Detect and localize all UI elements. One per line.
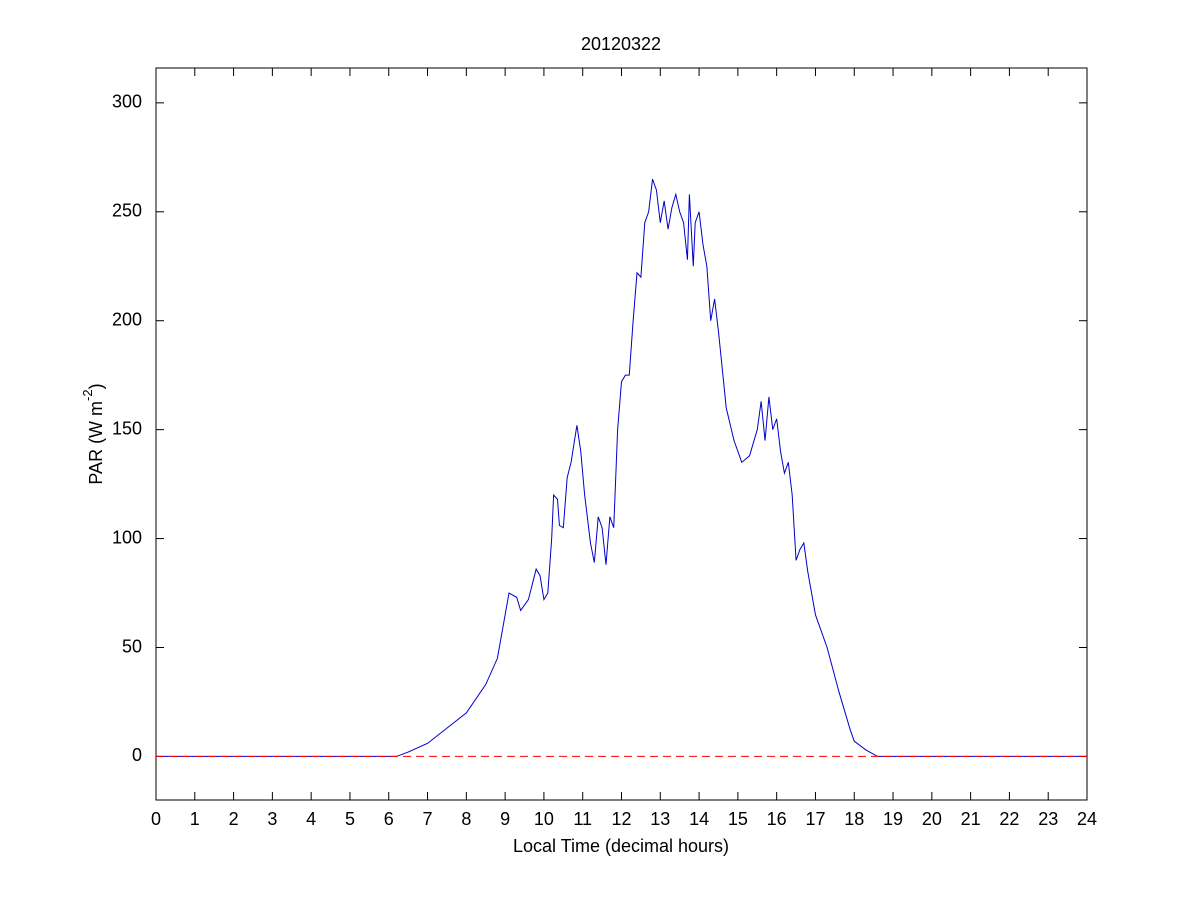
data-line xyxy=(156,178,1087,757)
x-tick-label: 21 xyxy=(961,809,981,829)
x-tick-label: 2 xyxy=(229,809,239,829)
x-tick-label: 6 xyxy=(384,809,394,829)
x-tick-label: 24 xyxy=(1077,809,1097,829)
x-tick-label: 11 xyxy=(573,809,592,829)
chart-title: 20120322 xyxy=(581,34,661,54)
x-tick-label: 7 xyxy=(423,809,433,829)
x-tick-label: 8 xyxy=(461,809,471,829)
x-tick-label: 18 xyxy=(844,809,864,829)
y-tick-label: 200 xyxy=(112,309,142,329)
y-tick-label: 100 xyxy=(112,527,142,547)
y-tick-label: 50 xyxy=(122,636,142,656)
y-tick-label: 250 xyxy=(112,201,142,221)
y-axis-label: PAR (W m-2) xyxy=(80,383,105,484)
y-tick-label: 150 xyxy=(112,418,142,438)
y-label-text: PAR (W m xyxy=(86,401,106,485)
x-tick-label: 9 xyxy=(500,809,510,829)
x-tick-label: 15 xyxy=(728,809,748,829)
x-tick-label: 23 xyxy=(1038,809,1058,829)
y-label-sup: -2 xyxy=(80,389,95,401)
plot-frame xyxy=(155,67,1088,801)
x-axis-label: Local Time (decimal hours) xyxy=(513,836,729,856)
x-tick-label: 14 xyxy=(689,809,709,829)
x-tick-label: 4 xyxy=(306,809,316,829)
y-tick-label: 0 xyxy=(132,745,142,765)
x-tick-label: 13 xyxy=(650,809,670,829)
x-tick-label: 12 xyxy=(611,809,631,829)
x-tick-label: 17 xyxy=(805,809,825,829)
x-tick-label: 10 xyxy=(534,809,554,829)
x-tick-label: 16 xyxy=(767,809,787,829)
y-tick-label: 300 xyxy=(112,92,142,112)
y-label-end: ) xyxy=(86,383,106,389)
x-tick-label: 3 xyxy=(267,809,277,829)
x-tick-label: 22 xyxy=(999,809,1019,829)
x-tick-label: 5 xyxy=(345,809,355,829)
x-tick-label: 19 xyxy=(883,809,903,829)
x-tick-label: 0 xyxy=(151,809,161,829)
x-tick-label: 20 xyxy=(922,809,942,829)
x-tick-label: 1 xyxy=(190,809,200,829)
